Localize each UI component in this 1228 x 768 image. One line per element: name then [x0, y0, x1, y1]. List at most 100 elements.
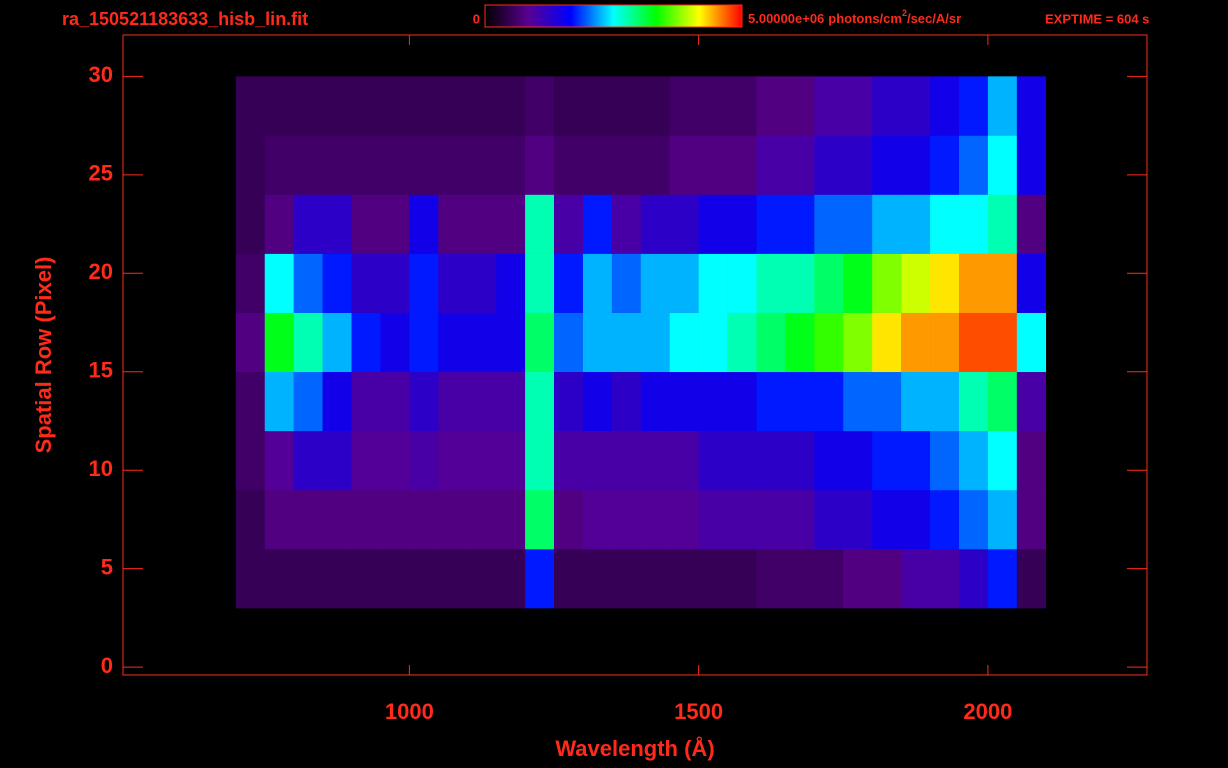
heatmap-cell: [438, 253, 468, 313]
heatmap-cell: [843, 76, 873, 136]
y-tick-label: 20: [89, 259, 113, 284]
heatmap-cell: [582, 430, 613, 491]
annotation: EXPTIME = 604 s: [1045, 11, 1149, 26]
heatmap-cell: [669, 548, 699, 609]
heatmap-cell: [1016, 253, 1047, 313]
heatmap-cell: [293, 489, 323, 550]
x-axis-label: Wavelength (Å): [555, 735, 714, 761]
heatmap-cell: [467, 312, 497, 373]
heatmap-cell: [235, 194, 266, 254]
heatmap-cell: [235, 371, 266, 432]
heatmap-cell: [554, 194, 584, 254]
heatmap-cell: [554, 312, 584, 373]
heatmap-cell: [322, 135, 352, 195]
heatmap-cell: [669, 76, 699, 136]
heatmap-cell: [901, 76, 931, 136]
heatmap-cell: [293, 371, 323, 432]
heatmap-cell: [582, 135, 613, 195]
heatmap-cell: [756, 76, 786, 136]
heatmap-cell: [756, 194, 786, 254]
heatmap-cell: [235, 76, 266, 136]
heatmap-cell: [322, 430, 352, 491]
heatmap-cell: [438, 312, 468, 373]
heatmap-cell: [293, 548, 323, 609]
heatmap-cell: [930, 194, 960, 254]
heatmap-cell: [958, 489, 989, 550]
heatmap-cell: [843, 548, 873, 609]
heatmap-cell: [756, 430, 786, 491]
heatmap-cell: [987, 135, 1018, 195]
heatmap-cell: [467, 135, 497, 195]
heatmap-cell: [727, 489, 757, 550]
heatmap-cell: [872, 253, 902, 313]
heatmap-cell: [987, 430, 1018, 491]
heatmap-cell: [843, 135, 873, 195]
y-axis-label: Spatial Row (Pixel): [31, 257, 56, 454]
heatmap-cell: [582, 312, 613, 373]
heatmap-cell: [496, 489, 526, 550]
heatmap-cell: [785, 253, 815, 313]
colorbar: [484, 4, 743, 28]
heatmap-cell: [409, 548, 439, 609]
heatmap-cell: [380, 253, 410, 313]
heatmap-cell: [930, 253, 960, 313]
heatmap-cell: [611, 489, 642, 550]
colorbar-label: 5.00000e+06 photons/cm2/sec/A/sr: [748, 8, 961, 26]
heatmap-cell: [322, 548, 352, 609]
heatmap-cell: [669, 430, 699, 491]
heatmap-cell: [611, 135, 642, 195]
heatmap-cell: [727, 253, 757, 313]
y-tick-label: 25: [89, 161, 113, 186]
heatmap-cell: [351, 489, 381, 550]
heatmap-cell: [496, 548, 526, 609]
heatmap-cell: [409, 194, 439, 254]
heatmap-cell: [669, 371, 699, 432]
heatmap-cell: [640, 312, 671, 373]
heatmap-cell: [611, 312, 642, 373]
heatmap-cell: [872, 312, 902, 373]
heatmap-cell: [872, 371, 902, 432]
heatmap-cell: [785, 489, 815, 550]
heatmap-cell: [525, 194, 555, 254]
heatmap-cell: [901, 135, 931, 195]
heatmap-cell: [930, 489, 960, 550]
heatmap-cell: [496, 312, 526, 373]
heatmap-cell: [611, 430, 642, 491]
heatmap-cell: [698, 430, 728, 491]
heatmap-cell: [698, 253, 728, 313]
heatmap-cell: [264, 76, 294, 136]
heatmap-cell: [582, 489, 613, 550]
heatmap-cell: [756, 489, 786, 550]
heatmap-cell: [843, 371, 873, 432]
heatmap-cell: [901, 430, 931, 491]
y-tick-label: 15: [89, 358, 113, 383]
heatmap-cell: [930, 371, 960, 432]
heatmap-cell: [640, 253, 671, 313]
heatmap-cell: [322, 371, 352, 432]
heatmap-cell: [1016, 430, 1047, 491]
heatmap-cell: [293, 76, 323, 136]
heatmap-cell: [554, 76, 584, 136]
heatmap-cell: [958, 76, 989, 136]
heatmap-cell: [438, 430, 468, 491]
heatmap-cell: [814, 548, 844, 609]
heatmap-cell: [351, 430, 381, 491]
heatmap-cell: [958, 430, 989, 491]
heatmap-cell: [698, 312, 728, 373]
heatmap-cell: [496, 253, 526, 313]
heatmap-cell: [467, 371, 497, 432]
heatmap-cell: [669, 135, 699, 195]
heatmap-cell: [496, 194, 526, 254]
heatmap-cell: [930, 430, 960, 491]
heatmap-cell: [987, 371, 1018, 432]
colorbar-min: 0: [473, 11, 480, 26]
heatmap-cell: [1016, 371, 1047, 432]
heatmap-cell: [785, 312, 815, 373]
heatmap-cell: [525, 76, 555, 136]
heatmap-cell: [525, 548, 555, 609]
heatmap-cell: [351, 312, 381, 373]
heatmap-cell: [930, 135, 960, 195]
heatmap-cell: [351, 253, 381, 313]
y-tick-label: 0: [101, 653, 113, 678]
